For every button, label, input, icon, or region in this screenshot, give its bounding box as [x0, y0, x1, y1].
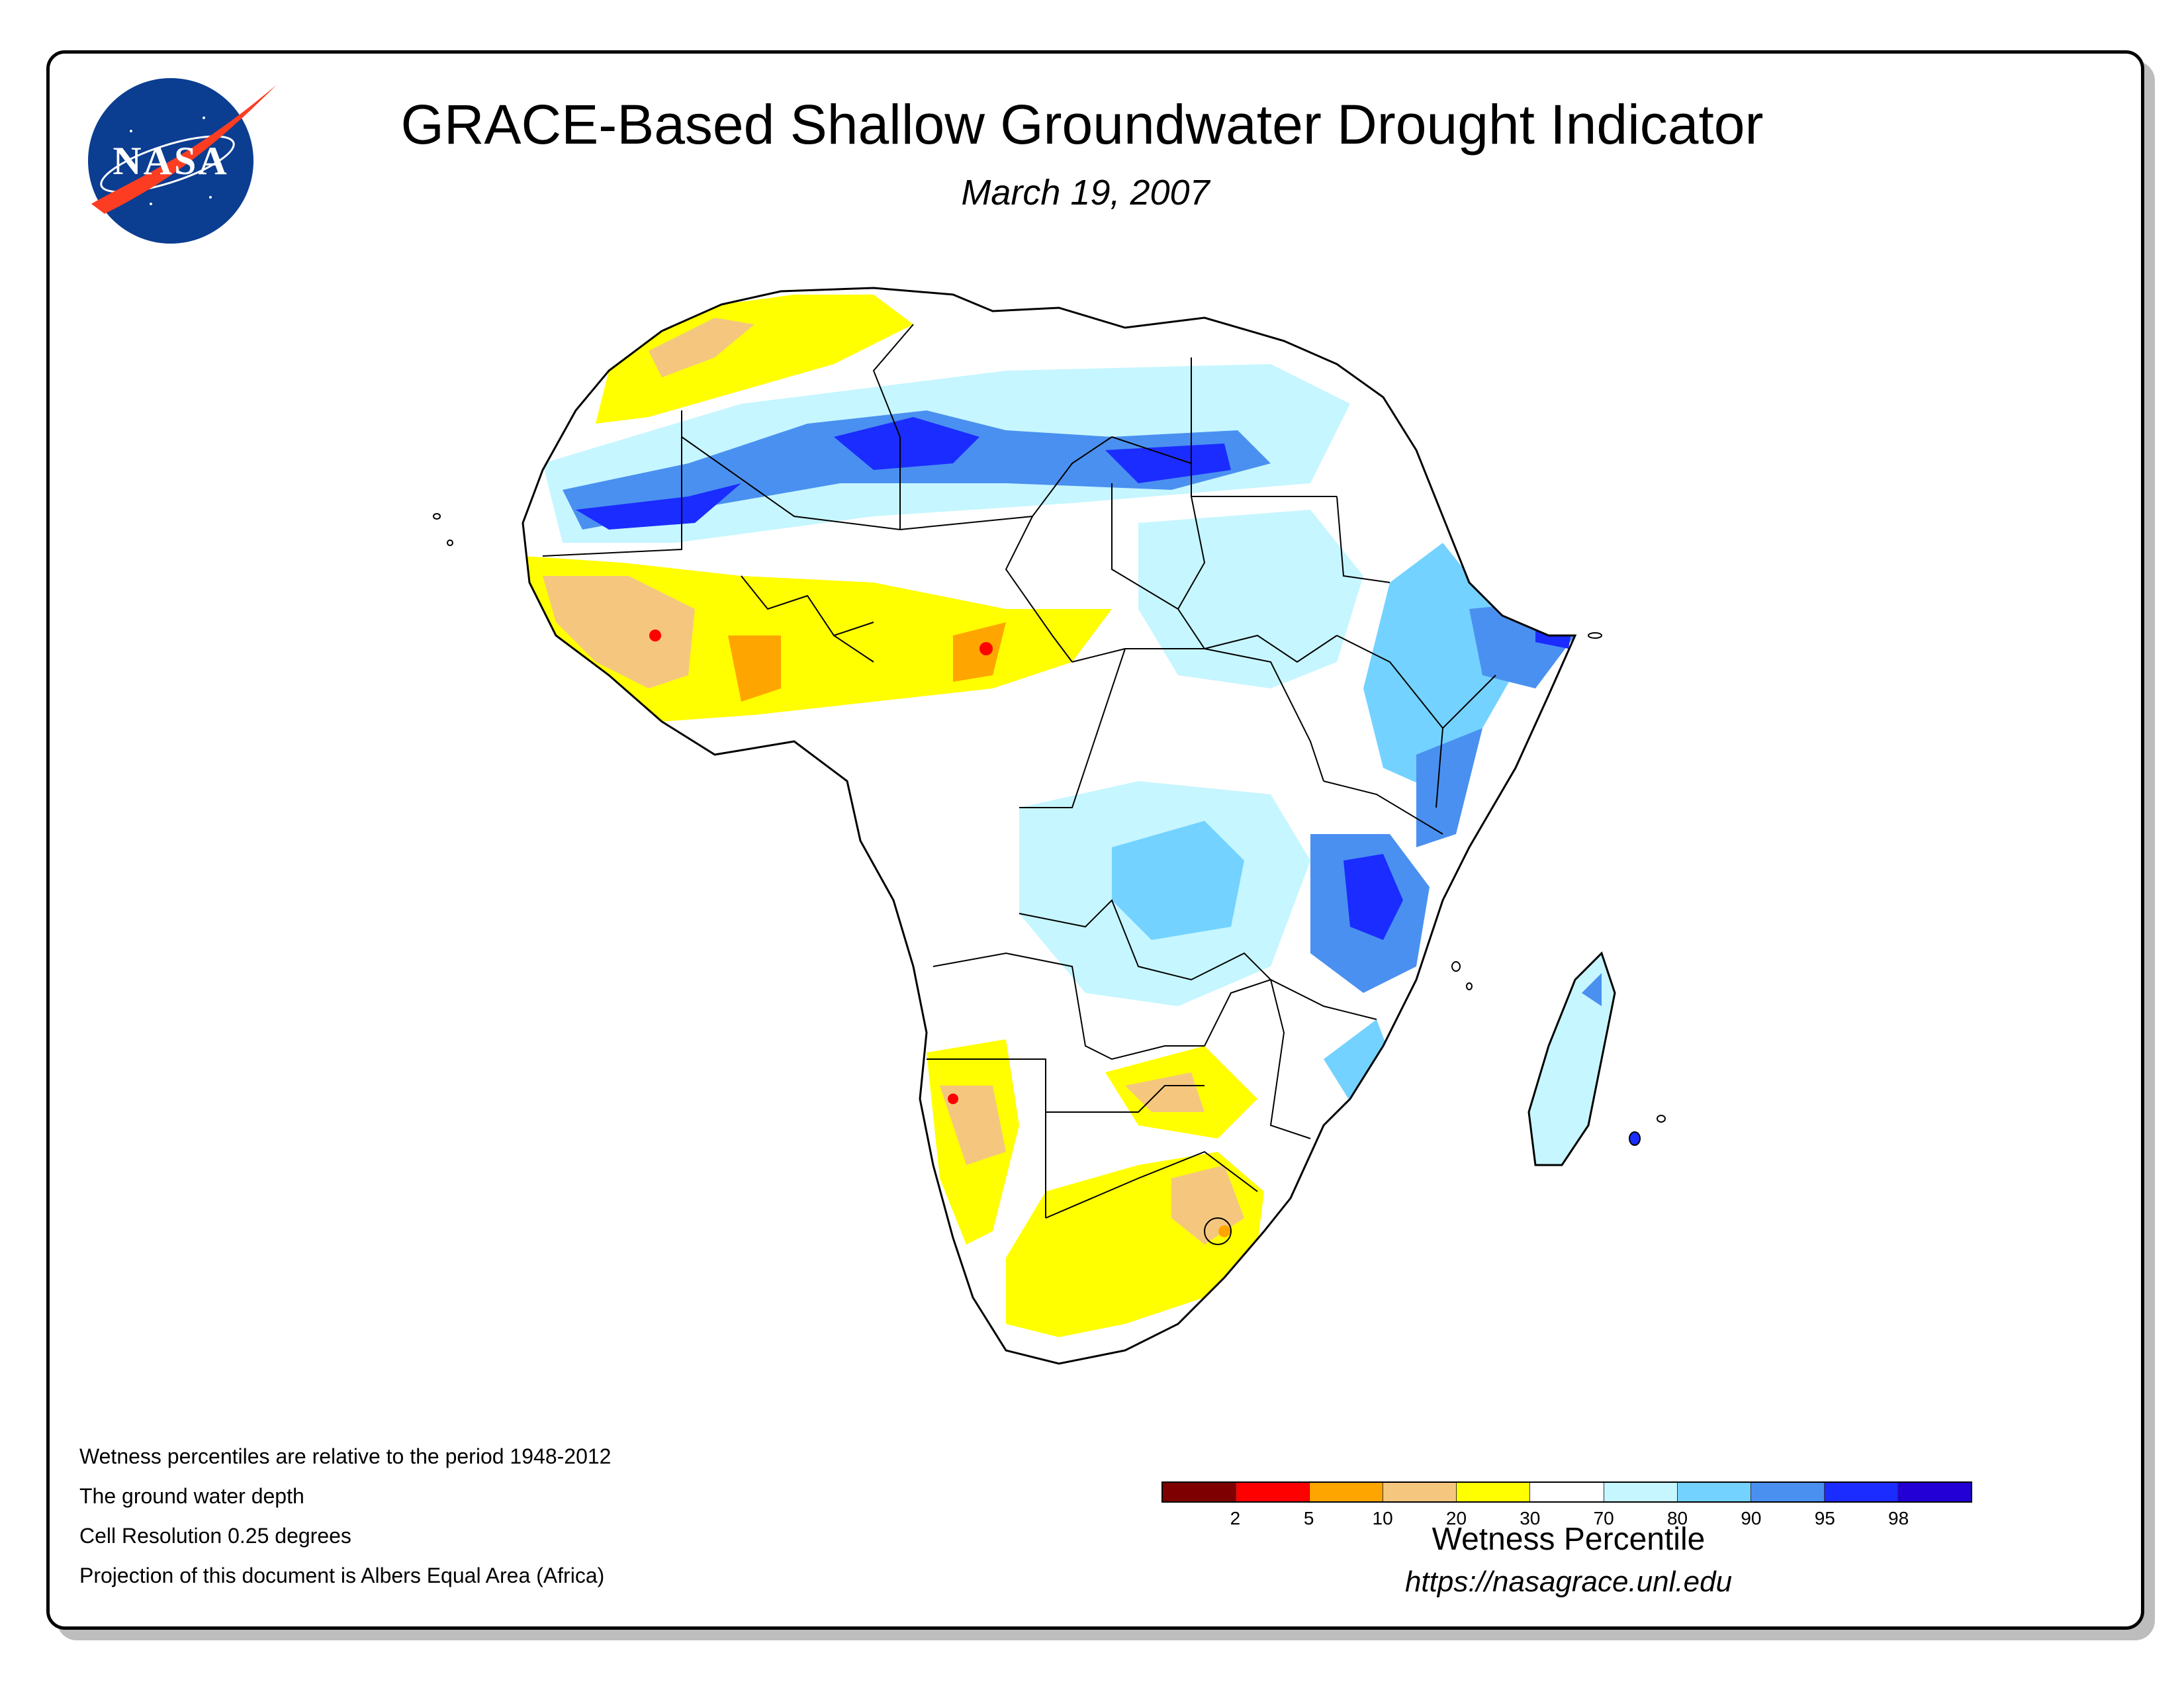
map-notes: Wetness percentiles are relative to the … [79, 1443, 807, 1602]
africa-map [433, 287, 1666, 1365]
legend-tick-label: 2 [1230, 1508, 1241, 1528]
nasa-logo-vector [91, 85, 277, 214]
map-date: March 19, 2007 [961, 173, 1210, 212]
source-url[interactable]: https://nasagrace.unl.edu [1404, 1566, 1733, 1598]
legend-tick-label: 5 [1303, 1508, 1314, 1528]
legend-swatch [1163, 1483, 1237, 1501]
legend-tick-label: 30 [1520, 1508, 1541, 1528]
legend-swatch [1383, 1483, 1457, 1501]
nasa-logo-icon: NASA [88, 78, 277, 244]
legend-swatch [1310, 1483, 1384, 1501]
sahara-very-wet-region [563, 410, 1271, 530]
central-africa-moist-region [1138, 510, 1363, 688]
africa-coastline [522, 287, 1577, 1365]
legend-tick-label: 80 [1666, 1508, 1688, 1528]
note-groundwater-depth: The ground water depth [79, 1484, 304, 1508]
legend-swatch [1604, 1483, 1678, 1501]
legend-tick-label: 90 [1741, 1508, 1762, 1528]
legend-swatch [1677, 1483, 1751, 1501]
legend-swatch [1236, 1483, 1310, 1501]
wetness-fields [523, 288, 1575, 1364]
legend-color-bar [1161, 1481, 1972, 1503]
legend-title: Wetness Percentile [1432, 1522, 1706, 1557]
nasa-logo-text: NASA [113, 139, 228, 183]
note-percentile-period: Wetness percentiles are relative to the … [79, 1444, 612, 1468]
legend-tick-label: 20 [1445, 1508, 1467, 1528]
legend-swatch [1457, 1483, 1531, 1501]
legend-tick-label: 70 [1593, 1508, 1614, 1528]
legend-swatch [1824, 1483, 1898, 1501]
legend-tick-label: 10 [1372, 1508, 1393, 1528]
legend-tick-label: 98 [1888, 1508, 1909, 1528]
page-title: GRACE-Based Shallow Groundwater Drought … [400, 93, 1764, 156]
legend-swatch [1751, 1483, 1825, 1501]
legend-tick-label: 95 [1814, 1508, 1835, 1528]
legend-swatch [1530, 1483, 1604, 1501]
legend-tick-labels: 2 5 10 20 30 70 80 90 95 98 [1161, 1508, 1972, 1532]
madagascar-island [1527, 951, 1616, 1166]
country-borders [542, 324, 1496, 1245]
note-cell-resolution: Cell Resolution 0.25 degrees [79, 1524, 351, 1548]
wetness-legend [1161, 1481, 1972, 1503]
legend-swatch [1897, 1483, 1972, 1501]
note-projection: Projection of this document is Albers Eq… [79, 1564, 605, 1587]
